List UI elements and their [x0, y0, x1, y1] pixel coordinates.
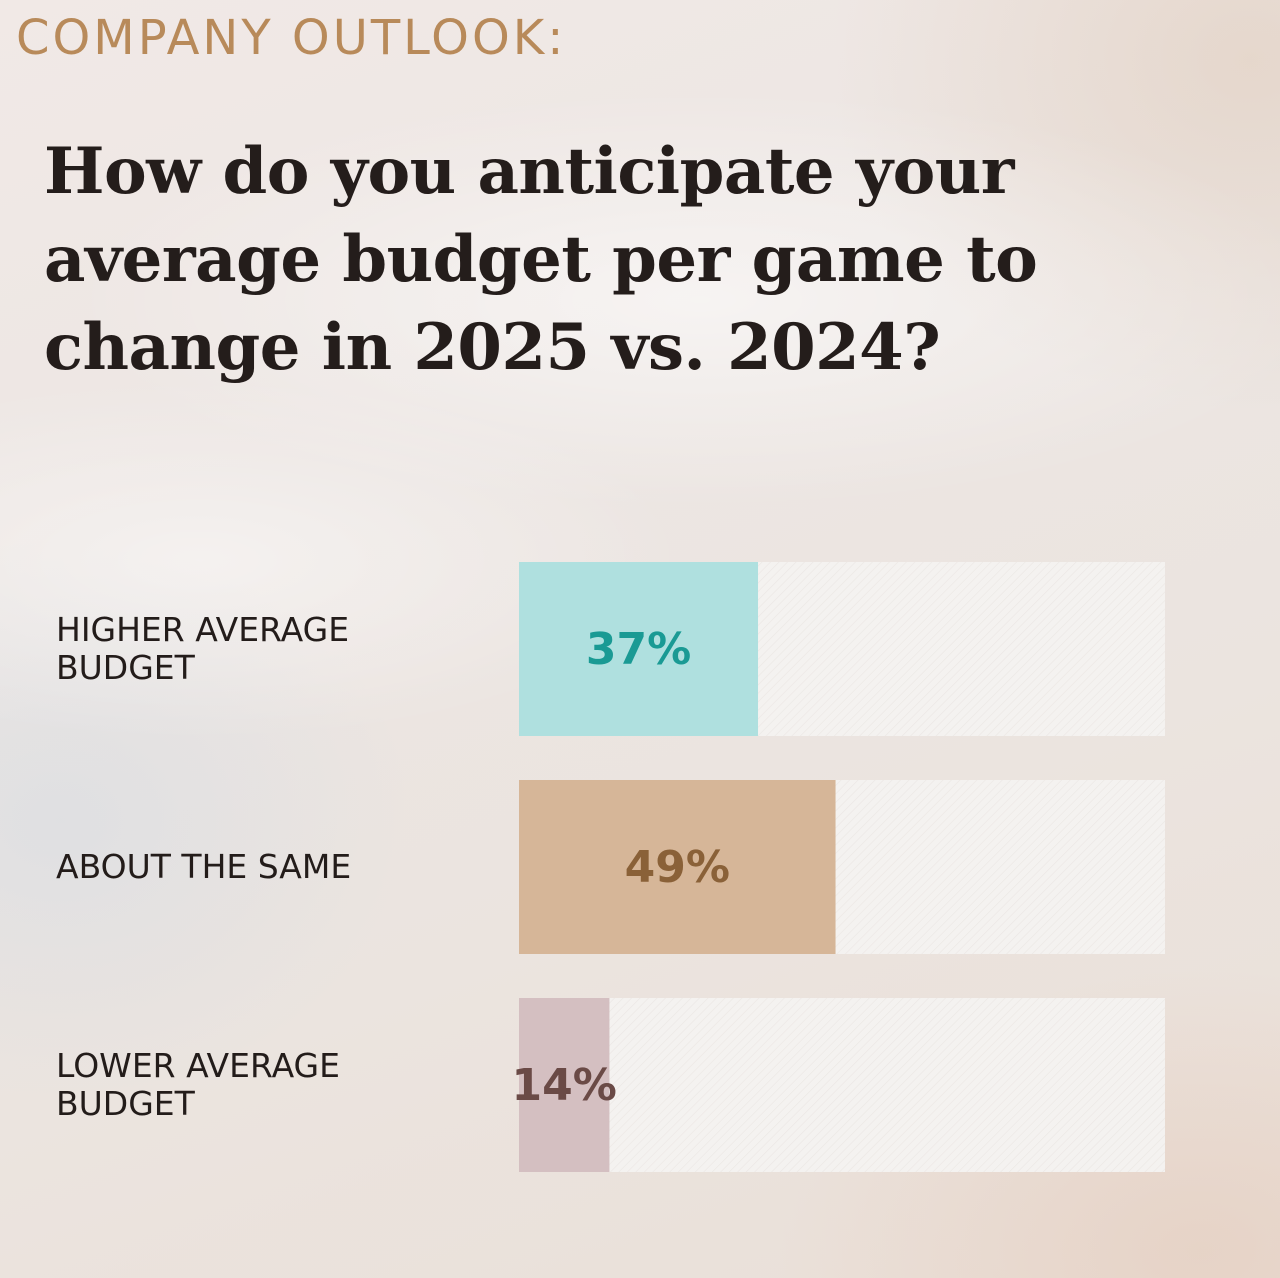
category-label: ABOUT THE SAME — [56, 847, 351, 886]
category-label: BUDGET — [56, 1084, 196, 1123]
chart-question-title: How do you anticipate your average budge… — [44, 128, 1224, 392]
question-line: average budget per game to — [44, 222, 1038, 297]
bar-2 — [519, 780, 836, 954]
bar-track — [519, 998, 1165, 1172]
question-line: change in 2025 vs. 2024? — [44, 310, 941, 385]
bar-1 — [519, 562, 759, 736]
value-label: 14% — [512, 1060, 617, 1111]
bar-3 — [519, 998, 610, 1172]
category-label: LOWER AVERAGE — [56, 1046, 340, 1085]
question-line: How do you anticipate your — [44, 134, 1015, 209]
category-label: HIGHER AVERAGE — [56, 610, 349, 649]
value-label: 49% — [625, 842, 730, 893]
category-label: BUDGET — [56, 648, 196, 687]
value-label: 37% — [586, 624, 691, 675]
kicker-heading: COMPANY OUTLOOK: — [16, 10, 567, 66]
